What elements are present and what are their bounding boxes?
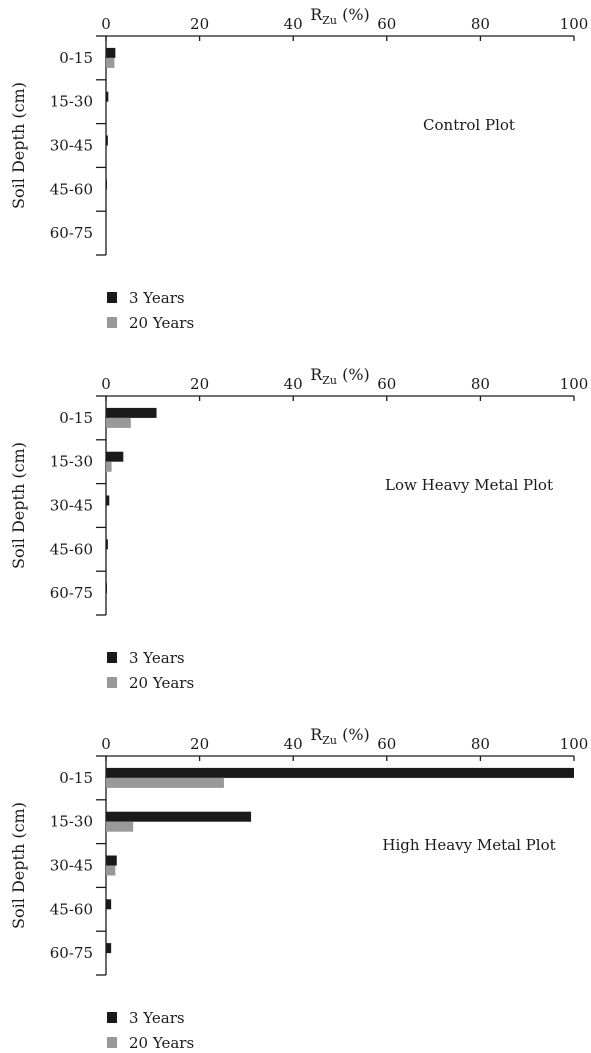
bar-3-years — [106, 767, 574, 778]
x-tick-label: 0 — [101, 375, 111, 393]
x-axis-title: RZu (%) — [310, 365, 370, 387]
panel-label: Control Plot — [423, 116, 515, 134]
x-tick-label: 40 — [284, 735, 303, 753]
legend-swatch — [107, 292, 117, 303]
chart-panel-3: RZu (%) 0 20 40 60 80 100 0-15 15-30 30-45 45-60 60… — [9, 725, 588, 1052]
y-category-label: 45-60 — [50, 900, 93, 918]
legend-swatch — [107, 652, 117, 663]
legend-label: 20 Years — [129, 314, 194, 332]
y-axis-title: Soil Depth (cm) — [9, 802, 28, 929]
y-category-label: 15-30 — [50, 93, 93, 111]
legend-swatch — [107, 677, 117, 688]
legend-label: 20 Years — [129, 674, 194, 692]
y-category-label: 30-45 — [50, 497, 93, 515]
x-tick-label: 60 — [377, 15, 396, 33]
bar-20-years — [106, 777, 224, 788]
y-axis-title: Soil Depth (cm) — [9, 82, 28, 209]
legend-swatch — [107, 1037, 117, 1048]
bar-3-years — [106, 539, 108, 550]
bar-3-years — [106, 855, 117, 866]
y-axis-title: Soil Depth (cm) — [9, 442, 28, 569]
y-category-label: 30-45 — [50, 137, 93, 155]
chart-panel-1: RZu (%) 0 20 40 60 80 100 0-15 15-30 30-45 45-60 60… — [9, 5, 588, 332]
x-axis-title: RZu (%) — [310, 5, 370, 27]
x-tick-label: 40 — [284, 15, 303, 33]
bar-3-years — [106, 47, 116, 58]
y-category-label: 15-30 — [50, 453, 93, 471]
x-tick-label: 80 — [471, 735, 490, 753]
x-tick-label: 20 — [190, 375, 209, 393]
legend-label: 3 Years — [129, 1009, 185, 1027]
bar-3-years — [106, 135, 108, 146]
bar-3-years — [106, 811, 252, 822]
legend-label: 3 Years — [129, 649, 185, 667]
bar-3-years — [106, 899, 112, 910]
y-category-label: 45-60 — [50, 540, 93, 558]
x-tick-label: 0 — [101, 735, 111, 753]
bar-20-years — [106, 57, 115, 68]
bar-3-years — [106, 91, 109, 102]
y-category-label: 0-15 — [59, 49, 93, 67]
bar-3-years — [106, 407, 157, 418]
x-tick-label: 40 — [284, 375, 303, 393]
bar-3-years — [106, 451, 124, 462]
y-category-label: 0-15 — [59, 769, 93, 787]
y-category-label: 0-15 — [59, 409, 93, 427]
x-tick-label: 20 — [190, 15, 209, 33]
x-tick-label: 20 — [190, 735, 209, 753]
y-category-label: 30-45 — [50, 857, 93, 875]
x-tick-label: 60 — [377, 735, 396, 753]
y-category-label: 45-60 — [50, 180, 93, 198]
legend-swatch — [107, 1012, 117, 1023]
bar-20-years — [106, 461, 112, 472]
x-tick-label: 80 — [471, 375, 490, 393]
chart-panel-2: RZu (%) 0 20 40 60 80 100 0-15 15-30 30-45 45-60 60… — [9, 365, 588, 692]
bar-20-years — [106, 865, 116, 876]
panel-label: High Heavy Metal Plot — [382, 836, 555, 854]
bar-3-years — [106, 179, 107, 190]
x-axis-title: RZu (%) — [310, 725, 370, 747]
x-tick-label: 0 — [101, 15, 111, 33]
bar-3-years — [106, 943, 112, 954]
x-tick-label: 100 — [560, 735, 589, 753]
legend-swatch — [107, 317, 117, 328]
x-tick-label: 100 — [560, 375, 589, 393]
bar-3-years — [106, 583, 107, 594]
panel-label: Low Heavy Metal Plot — [385, 476, 553, 494]
legend-label: 20 Years — [129, 1034, 194, 1052]
x-tick-label: 60 — [377, 375, 396, 393]
legend-label: 3 Years — [129, 289, 185, 307]
x-tick-label: 100 — [560, 15, 589, 33]
y-category-label: 60-75 — [50, 944, 93, 962]
bar-3-years — [106, 495, 110, 506]
y-category-label: 60-75 — [50, 224, 93, 242]
y-category-label: 60-75 — [50, 584, 93, 602]
x-tick-label: 80 — [471, 15, 490, 33]
y-category-label: 15-30 — [50, 813, 93, 831]
bar-20-years — [106, 821, 134, 832]
bar-20-years — [106, 417, 131, 428]
